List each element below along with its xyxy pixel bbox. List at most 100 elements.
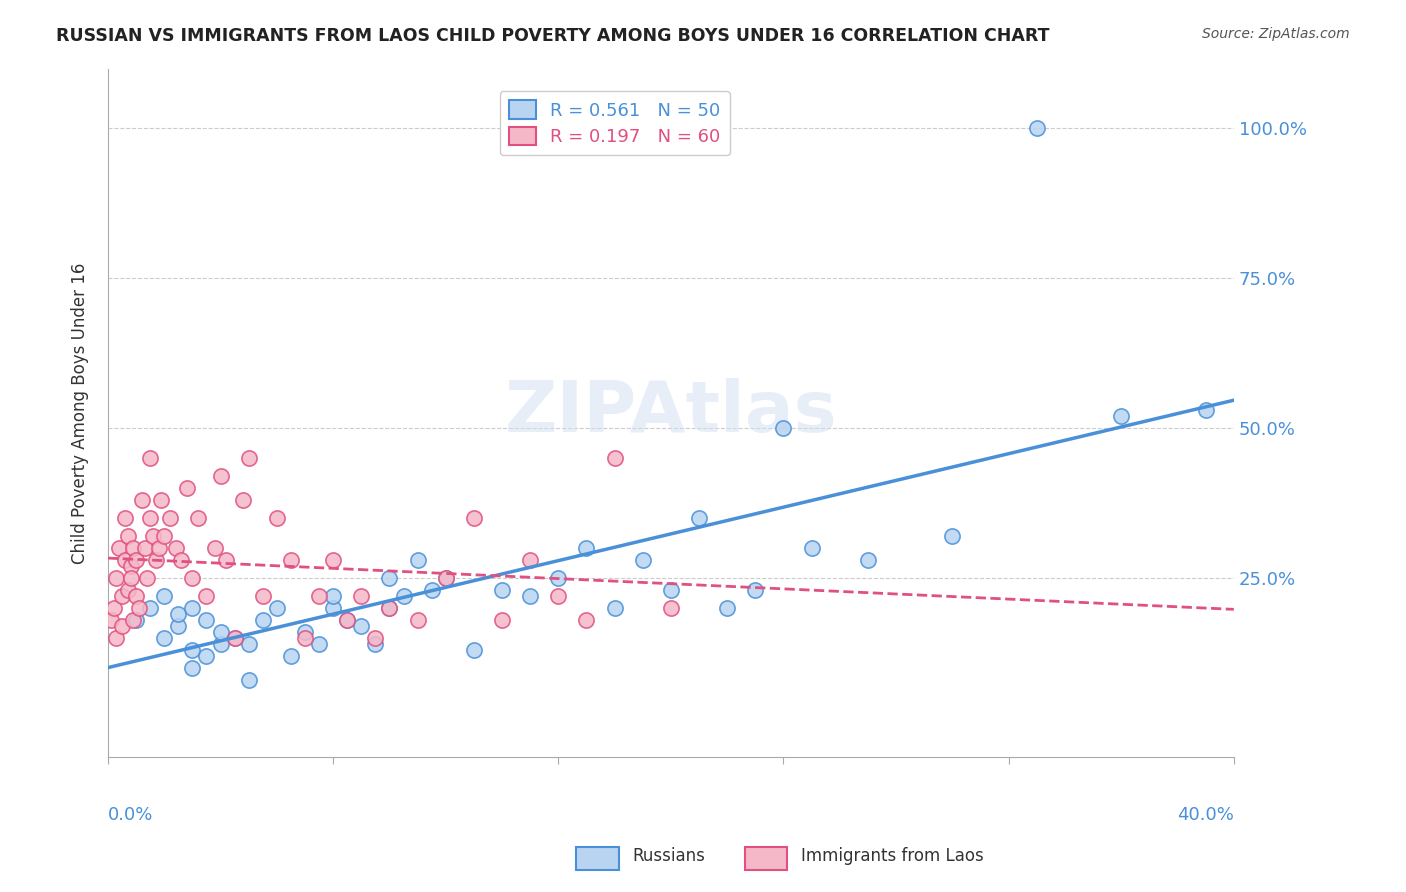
Point <box>252 613 274 627</box>
Point <box>100 613 122 627</box>
Point <box>159 510 181 524</box>
Point <box>122 541 145 555</box>
Point <box>603 450 626 465</box>
Point <box>463 642 485 657</box>
Point <box>209 637 232 651</box>
Point <box>266 600 288 615</box>
Point <box>392 589 415 603</box>
Text: RUSSIAN VS IMMIGRANTS FROM LAOS CHILD POVERTY AMONG BOYS UNDER 16 CORRELATION CH: RUSSIAN VS IMMIGRANTS FROM LAOS CHILD PO… <box>56 27 1050 45</box>
Point <box>153 589 176 603</box>
Point <box>181 642 204 657</box>
Point <box>195 648 218 663</box>
Point <box>350 618 373 632</box>
Point <box>547 589 569 603</box>
Point <box>181 571 204 585</box>
Point <box>519 552 541 566</box>
Point <box>125 552 148 566</box>
Point <box>142 529 165 543</box>
Point <box>181 600 204 615</box>
Point <box>688 510 710 524</box>
Point <box>238 637 260 651</box>
Point <box>941 529 963 543</box>
Point <box>378 600 401 615</box>
Point <box>800 541 823 555</box>
Point <box>350 589 373 603</box>
Point <box>308 637 330 651</box>
Text: Immigrants from Laos: Immigrants from Laos <box>801 847 984 865</box>
Point <box>364 631 387 645</box>
Point <box>105 631 128 645</box>
Point <box>195 613 218 627</box>
Point <box>280 648 302 663</box>
Point <box>434 571 457 585</box>
Point <box>547 571 569 585</box>
Point <box>434 571 457 585</box>
Point <box>125 613 148 627</box>
Point <box>364 637 387 651</box>
Point <box>167 607 190 621</box>
Point <box>322 552 344 566</box>
Point <box>1025 121 1047 136</box>
Point <box>176 481 198 495</box>
Point <box>181 660 204 674</box>
Point <box>134 541 156 555</box>
Point <box>120 571 142 585</box>
Point <box>631 552 654 566</box>
Point <box>603 600 626 615</box>
Point <box>108 541 131 555</box>
Point <box>148 541 170 555</box>
Point <box>131 492 153 507</box>
Point <box>150 492 173 507</box>
Point <box>120 558 142 573</box>
Point <box>716 600 738 615</box>
Point <box>153 631 176 645</box>
Point <box>463 510 485 524</box>
Point <box>1109 409 1132 423</box>
Point <box>105 571 128 585</box>
Point <box>575 541 598 555</box>
Point <box>103 600 125 615</box>
Point <box>215 552 238 566</box>
Point <box>238 673 260 687</box>
Point <box>153 529 176 543</box>
Point <box>224 631 246 645</box>
Text: ZIPAtlas: ZIPAtlas <box>505 378 837 448</box>
Point <box>114 510 136 524</box>
Point <box>117 529 139 543</box>
Point <box>336 613 359 627</box>
Point <box>491 582 513 597</box>
Point <box>128 600 150 615</box>
Point <box>659 582 682 597</box>
Point <box>406 552 429 566</box>
Point <box>378 600 401 615</box>
Point <box>378 571 401 585</box>
Point <box>406 613 429 627</box>
Point <box>136 571 159 585</box>
Point <box>224 631 246 645</box>
Text: Russians: Russians <box>633 847 706 865</box>
Point <box>209 468 232 483</box>
Point <box>322 600 344 615</box>
Point <box>111 618 134 632</box>
Point <box>322 589 344 603</box>
Point <box>117 582 139 597</box>
Point <box>195 589 218 603</box>
Point <box>280 552 302 566</box>
Point <box>238 450 260 465</box>
Point <box>170 552 193 566</box>
Point <box>659 600 682 615</box>
Point <box>139 600 162 615</box>
Point <box>145 552 167 566</box>
Point <box>167 618 190 632</box>
Point <box>232 492 254 507</box>
Y-axis label: Child Poverty Among Boys Under 16: Child Poverty Among Boys Under 16 <box>72 262 89 564</box>
Point <box>575 613 598 627</box>
Point <box>519 589 541 603</box>
Point <box>744 582 766 597</box>
Point <box>125 589 148 603</box>
Text: 0.0%: 0.0% <box>108 805 153 823</box>
Point <box>1194 403 1216 417</box>
Point <box>308 589 330 603</box>
Point <box>111 589 134 603</box>
Point <box>491 613 513 627</box>
